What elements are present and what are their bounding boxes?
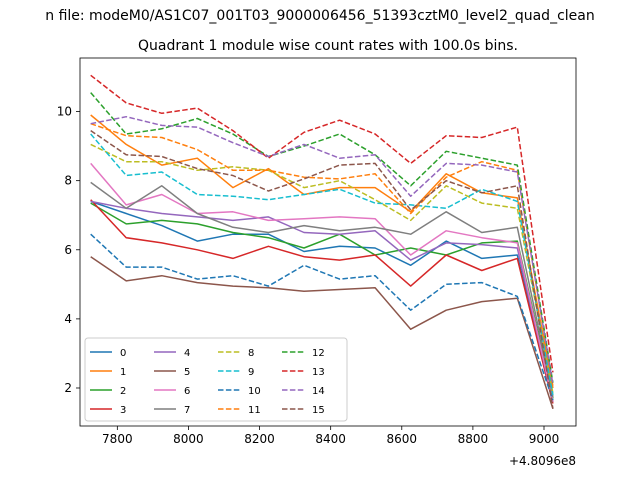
x-tick-label: 8800 (458, 432, 489, 446)
series-line-8 (90, 143, 554, 394)
legend-label-3: 3 (120, 405, 126, 416)
x-tick-label: 9000 (529, 432, 560, 446)
series-line-0 (90, 200, 554, 402)
chart-title: Quadrant 1 module wise count rates with … (138, 38, 518, 54)
legend-label-8: 8 (248, 348, 254, 359)
series-line-4 (90, 200, 554, 402)
series-line-13 (90, 74, 554, 373)
legend-label-4: 4 (184, 348, 190, 359)
x-tick-label: 8000 (173, 432, 204, 446)
y-tick-label: 8 (64, 174, 72, 188)
series-line-7 (90, 181, 554, 397)
series-line-5 (90, 256, 554, 409)
series-line-6 (90, 162, 554, 402)
series-line-1 (90, 114, 554, 389)
chart-suptitle: n file: modeM0/AS1C07_001T03_9000006456_… (45, 8, 594, 24)
x-tick-label: 7800 (102, 432, 133, 446)
x-tick-label: 8200 (244, 432, 275, 446)
series-line-14 (90, 115, 554, 385)
axes-frame (79, 57, 577, 427)
legend-label-10: 10 (248, 386, 261, 397)
legend-label-12: 12 (312, 348, 325, 359)
legend-label-14: 14 (312, 386, 325, 397)
legend-label-7: 7 (184, 405, 190, 416)
legend-label-6: 6 (184, 386, 190, 397)
series-line-10 (90, 233, 554, 401)
legend-box (84, 337, 348, 422)
legend-label-5: 5 (184, 367, 190, 378)
legend-label-13: 13 (312, 367, 325, 378)
series-line-3 (90, 199, 554, 404)
legend-label-9: 9 (248, 367, 254, 378)
legend-label-0: 0 (120, 348, 126, 359)
y-tick-label: 4 (64, 312, 72, 326)
legend-label-11: 11 (248, 405, 261, 416)
x-tick-label: 8400 (315, 432, 346, 446)
series-line-12 (90, 92, 554, 383)
y-tick-label: 10 (57, 105, 72, 119)
legend-label-15: 15 (312, 405, 325, 416)
legend-label-2: 2 (120, 386, 126, 397)
series-line-15 (90, 129, 554, 409)
legend-label-1: 1 (120, 367, 126, 378)
y-tick-label: 2 (64, 381, 72, 395)
series-line-9 (90, 133, 554, 396)
x-offset-label: +4.8096e8 (509, 454, 576, 468)
y-tick-label: 6 (64, 243, 72, 257)
x-tick-label: 8600 (387, 432, 418, 446)
